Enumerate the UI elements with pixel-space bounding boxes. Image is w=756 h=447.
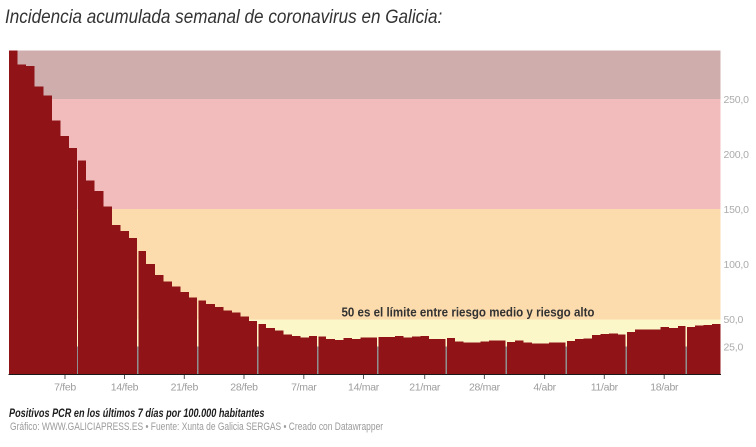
svg-text:200,0: 200,0 — [724, 149, 750, 161]
svg-text:150,0: 150,0 — [724, 204, 750, 216]
svg-text:28/mar: 28/mar — [469, 382, 501, 394]
svg-text:250,0: 250,0 — [724, 94, 750, 106]
svg-text:50 es el límite entre riesgo m: 50 es el límite entre riesgo medio y rie… — [342, 305, 595, 319]
svg-text:21/feb: 21/feb — [171, 382, 199, 394]
svg-text:7/feb: 7/feb — [54, 382, 76, 394]
svg-text:28/feb: 28/feb — [230, 382, 258, 394]
svg-text:21/mar: 21/mar — [409, 382, 441, 394]
svg-text:50,0: 50,0 — [724, 314, 744, 326]
svg-text:11/abr: 11/abr — [591, 382, 619, 394]
svg-text:14/feb: 14/feb — [111, 382, 139, 394]
svg-text:18/abr: 18/abr — [650, 382, 679, 394]
svg-text:14/mar: 14/mar — [348, 382, 380, 394]
svg-text:100,0: 100,0 — [724, 259, 750, 271]
svg-text:7/mar: 7/mar — [291, 382, 317, 394]
svg-text:25,0: 25,0 — [724, 341, 744, 353]
svg-text:4/abr: 4/abr — [533, 382, 556, 394]
